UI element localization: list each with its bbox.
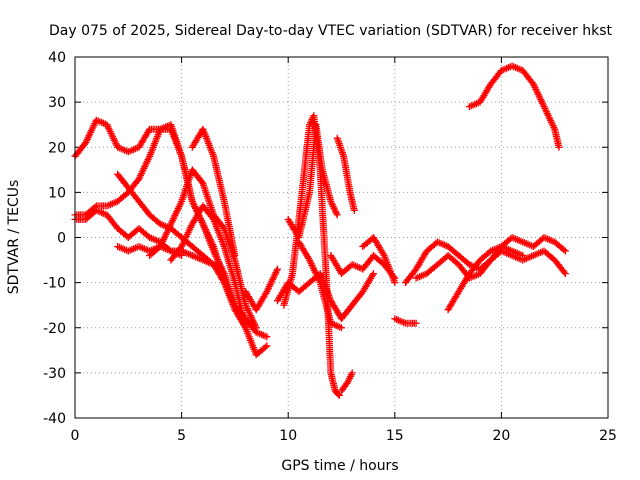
y-tick-label: 0	[57, 231, 66, 247]
series-markers	[465, 62, 563, 151]
series-track-14	[333, 134, 358, 214]
series-track-18	[391, 315, 420, 327]
series-markers	[391, 315, 420, 327]
y-tick-label: -10	[43, 276, 66, 292]
series-track-17	[359, 234, 399, 287]
x-tick-label: 15	[386, 428, 404, 444]
series-track-12	[284, 121, 341, 241]
series-markers	[338, 369, 356, 395]
y-tick-label: -40	[43, 411, 66, 427]
x-tick-label: 0	[71, 428, 80, 444]
data-series	[71, 62, 569, 399]
x-tick-label: 10	[279, 428, 297, 444]
y-tick-label: 20	[48, 140, 66, 156]
y-tick-label: -20	[43, 321, 66, 337]
series-markers	[402, 234, 569, 287]
series-track-8	[188, 125, 239, 259]
series-markers	[444, 243, 527, 314]
series-track-21	[444, 243, 527, 314]
series-markers	[295, 238, 345, 332]
series-markers	[284, 121, 341, 241]
x-tick-label: 5	[177, 428, 186, 444]
series-track-19	[402, 234, 569, 287]
x-tick-label: 25	[599, 428, 617, 444]
plot-frame	[74, 56, 609, 419]
series-markers	[167, 202, 250, 332]
y-axis-ticks: -40 -30 -20 -10 0 10 20 30 40	[43, 50, 608, 427]
series-track-7	[167, 202, 250, 332]
series-markers	[188, 125, 239, 259]
series-markers	[242, 265, 281, 314]
y-tick-label: 40	[48, 50, 66, 66]
series-markers	[359, 234, 399, 287]
y-tick-label: 10	[48, 185, 66, 201]
series-markers	[333, 134, 358, 214]
series-track-9	[242, 265, 281, 314]
y-tick-label: 30	[48, 95, 66, 111]
series-track-13	[295, 238, 345, 332]
y-tick-label: -30	[43, 366, 66, 382]
y-axis-label: SDTVAR / TECUs	[6, 180, 22, 295]
x-tick-label: 20	[492, 428, 510, 444]
chart-title: Day 075 of 2025, Sidereal Day-to-day VTE…	[49, 23, 612, 39]
series-track-15	[338, 369, 356, 395]
x-axis-label: GPS time / hours	[281, 458, 398, 474]
series-track-22	[465, 62, 563, 151]
x-axis-ticks: 0 5 10 15 20 25	[71, 57, 617, 444]
